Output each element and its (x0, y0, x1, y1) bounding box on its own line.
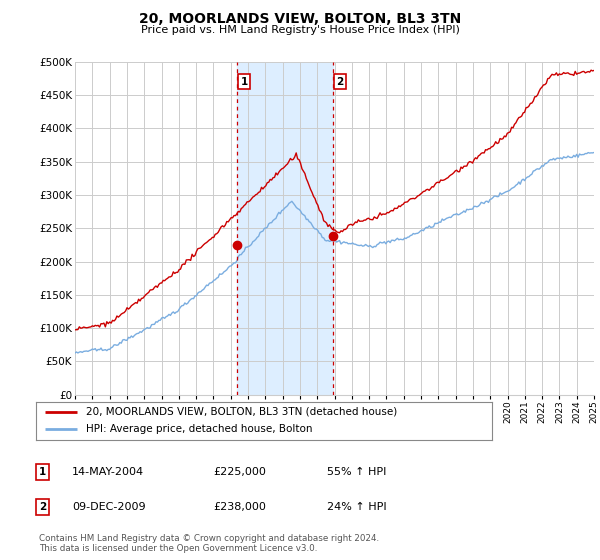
Text: Price paid vs. HM Land Registry's House Price Index (HPI): Price paid vs. HM Land Registry's House … (140, 25, 460, 35)
Text: HPI: Average price, detached house, Bolton: HPI: Average price, detached house, Bolt… (86, 424, 313, 435)
Text: 20, MOORLANDS VIEW, BOLTON, BL3 3TN: 20, MOORLANDS VIEW, BOLTON, BL3 3TN (139, 12, 461, 26)
Text: 1: 1 (39, 467, 46, 477)
Text: 14-MAY-2004: 14-MAY-2004 (72, 467, 144, 477)
Text: 24% ↑ HPI: 24% ↑ HPI (327, 502, 386, 512)
Text: £238,000: £238,000 (213, 502, 266, 512)
Text: 2: 2 (39, 502, 46, 512)
Bar (237, 62, 333, 395)
Text: 1: 1 (241, 77, 248, 87)
Text: 55% ↑ HPI: 55% ↑ HPI (327, 467, 386, 477)
Text: 09-DEC-2009: 09-DEC-2009 (72, 502, 146, 512)
Text: 2: 2 (337, 77, 344, 87)
Text: 20, MOORLANDS VIEW, BOLTON, BL3 3TN (detached house): 20, MOORLANDS VIEW, BOLTON, BL3 3TN (det… (86, 407, 397, 417)
Text: £225,000: £225,000 (213, 467, 266, 477)
Text: Contains HM Land Registry data © Crown copyright and database right 2024.
This d: Contains HM Land Registry data © Crown c… (39, 534, 379, 553)
